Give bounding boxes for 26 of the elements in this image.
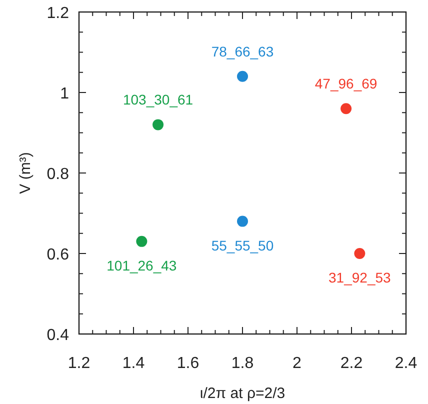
point xyxy=(340,103,352,114)
annotation: 47_96_69 xyxy=(314,76,378,92)
x-tick-label: 1.4 xyxy=(122,355,145,372)
x-tick-label: 1.6 xyxy=(176,355,200,372)
annotation: 31_92_53 xyxy=(328,270,392,286)
annotation: 103_30_61 xyxy=(122,92,194,108)
point xyxy=(152,119,164,130)
x-tick-label: 2.2 xyxy=(340,355,363,372)
annotation: 55_55_50 xyxy=(211,237,274,254)
point xyxy=(237,70,248,82)
y-tick-label: 0.8 xyxy=(46,166,70,183)
point xyxy=(237,216,248,227)
point xyxy=(354,248,366,259)
x-axis-title: ι/2π at ρ=2/3 xyxy=(200,385,286,402)
annotation: 101_26_43 xyxy=(106,257,177,274)
x-tick-label: 2 xyxy=(292,355,302,372)
x-tick-label: 1.8 xyxy=(231,355,254,372)
y-tick-label: 1.2 xyxy=(46,5,70,22)
y-axis-title: V (m³) xyxy=(17,152,34,194)
x-tick-label: 1.2 xyxy=(68,355,90,372)
annotation: 78_66_63 xyxy=(211,43,274,60)
point xyxy=(136,236,148,247)
y-tick-label: 1 xyxy=(60,86,70,102)
y-tick-label: 0.4 xyxy=(46,327,70,344)
y-tick-label: 0.6 xyxy=(46,246,70,264)
x-tick-label: 2.4 xyxy=(394,355,418,372)
